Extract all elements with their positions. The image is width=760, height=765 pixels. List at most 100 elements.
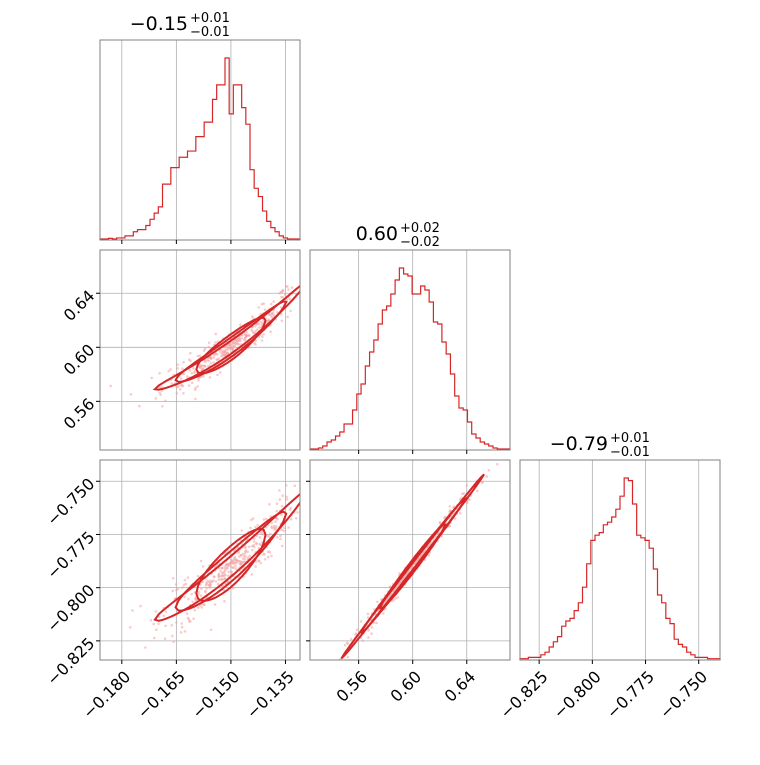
scatter-point	[218, 371, 222, 374]
scatter-point	[231, 587, 235, 590]
scatter-point	[199, 559, 203, 563]
scatter-point	[129, 626, 132, 629]
scatter-point	[251, 548, 254, 552]
scatter-point	[266, 550, 270, 553]
scatter-point	[223, 565, 227, 568]
panel-background	[100, 40, 300, 240]
scatter-point	[279, 306, 283, 309]
pair-panel-2-3	[309, 452, 511, 661]
scatter-point	[255, 328, 259, 332]
scatter-point	[287, 288, 290, 291]
density-contour	[174, 510, 288, 612]
scatter-point	[192, 617, 195, 620]
scatter-point	[252, 331, 255, 335]
scatter-point	[229, 565, 233, 568]
scatter-point	[285, 298, 289, 302]
histogram-panel-1: −0.15 +0.01−0.01	[99, 11, 301, 244]
scatter-point	[162, 614, 166, 617]
scatter-point	[346, 642, 349, 645]
scatter-point	[220, 571, 224, 575]
scatter-point	[131, 609, 134, 612]
scatter-point	[197, 379, 200, 382]
scatter-point	[359, 620, 363, 623]
scatter-point	[361, 639, 365, 642]
scatter-point	[217, 573, 220, 577]
scatter-point	[256, 523, 260, 527]
scatter-point	[203, 364, 207, 368]
scatter-point	[398, 572, 401, 575]
scatter-point	[176, 363, 179, 367]
scatter-point	[191, 381, 194, 385]
title-median: −0.15	[130, 13, 188, 35]
y-tick-label: −0.775	[43, 527, 98, 582]
scatter-point	[501, 452, 504, 455]
scatter-point	[139, 604, 142, 608]
scatter-point	[223, 577, 226, 580]
scatter-point	[244, 338, 247, 341]
scatter-point	[260, 339, 264, 342]
scatter-point	[275, 525, 278, 528]
scatter-point	[250, 573, 254, 576]
density-contour	[195, 527, 267, 602]
scatter-point	[285, 498, 289, 501]
scatter-point	[254, 560, 258, 563]
scatter-point	[462, 492, 466, 495]
scatter-point	[288, 297, 292, 301]
scatter-point	[234, 558, 238, 562]
scatter-point	[500, 456, 503, 459]
scatter-point	[170, 623, 174, 627]
scatter-point	[234, 342, 238, 346]
scatter-point	[275, 502, 279, 506]
scatter-point	[224, 569, 227, 572]
scatter-point	[254, 525, 257, 529]
scatter-point	[208, 583, 212, 586]
panel-background	[100, 250, 300, 450]
scatter-point	[275, 509, 279, 513]
scatter-point	[243, 551, 247, 555]
scatter-point	[254, 325, 257, 328]
title-minus-error: −0.02	[400, 235, 440, 250]
scatter-point	[276, 311, 279, 314]
scatter-point	[206, 579, 210, 583]
scatter-point	[296, 511, 299, 514]
scatter-point	[171, 577, 175, 580]
scatter-point	[227, 570, 231, 574]
scatter-point	[187, 597, 190, 601]
density-contour	[195, 316, 267, 375]
scatter-point	[487, 469, 491, 472]
scatter-point	[465, 500, 469, 504]
scatter-point	[255, 542, 258, 545]
scatter-point	[281, 494, 285, 497]
scatter-point	[176, 367, 180, 370]
y-tick-label: −0.750	[43, 474, 98, 529]
scatter-point	[199, 594, 203, 597]
scatter-point	[187, 384, 191, 387]
scatter-point	[181, 367, 184, 371]
scatter-point	[390, 600, 394, 603]
scatter-point	[149, 619, 153, 622]
scatter-point	[278, 489, 281, 492]
scatter-point	[354, 632, 358, 635]
scatter-point	[179, 384, 183, 387]
scatter-point	[214, 580, 218, 583]
x-tick-label: 0.60	[387, 667, 426, 706]
histogram-step-line	[519, 477, 721, 660]
scatter-point	[248, 545, 251, 549]
scatter-point	[186, 576, 190, 579]
scatter-point	[253, 342, 256, 345]
scatter-point	[289, 309, 293, 313]
panel-background	[520, 460, 720, 660]
x-tick-label: −0.775	[603, 667, 658, 722]
density-contour	[340, 473, 485, 660]
scatter-point	[265, 517, 268, 521]
density-contour	[152, 284, 300, 391]
scatter-point	[270, 554, 273, 558]
scatter-point	[262, 333, 265, 336]
scatter-point	[231, 344, 234, 347]
scatter-point	[183, 578, 187, 582]
pair-content	[338, 452, 504, 660]
scatter-point	[179, 631, 183, 634]
title-median: −0.79	[550, 433, 608, 455]
scatter-point	[280, 319, 284, 323]
scatter-point	[209, 628, 213, 632]
